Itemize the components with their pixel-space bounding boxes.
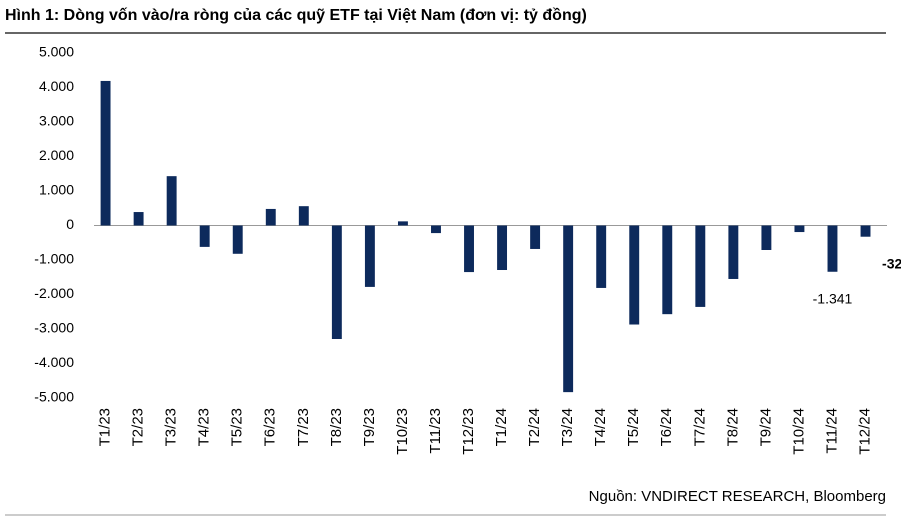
bar: [199, 225, 210, 247]
x-tick-label: T12/24: [856, 408, 873, 455]
data-label: -1.341: [813, 290, 853, 306]
x-tick-label: T2/23: [130, 408, 147, 446]
x-tick-label: T4/24: [592, 408, 609, 446]
y-tick-label: 4.000: [39, 78, 74, 94]
bar: [464, 225, 474, 273]
x-tick-label: T11/24: [823, 408, 840, 454]
y-tick-label: 0: [66, 216, 74, 232]
bar: [232, 225, 243, 254]
bar: [761, 225, 772, 250]
bar: [497, 225, 508, 271]
x-tick-label: T11/23: [427, 408, 444, 454]
x-tick-label: T7/23: [295, 408, 312, 446]
x-tick-label: T9/23: [361, 408, 378, 446]
bar: [133, 212, 144, 226]
bar: [530, 225, 541, 249]
x-tick-label: T6/24: [658, 408, 675, 446]
x-tick-label: T9/24: [757, 408, 774, 446]
data-label: -325: [882, 255, 901, 271]
y-tick-label: 5.000: [39, 44, 74, 60]
x-tick-label: T1/24: [493, 408, 510, 446]
x-tick-label: T10/23: [394, 408, 411, 455]
x-tick-label: T3/23: [163, 408, 180, 446]
x-tick-label: T10/24: [790, 408, 807, 455]
y-tick-label: -2.000: [34, 285, 74, 301]
x-tick-label: T5/24: [625, 408, 642, 446]
bar: [596, 225, 607, 288]
bar: [563, 225, 574, 393]
y-tick-label: -3.000: [34, 320, 74, 336]
bar: [794, 225, 805, 233]
bar: [860, 225, 871, 237]
source-note: Nguồn: VNDIRECT RESEARCH, Bloomberg: [589, 488, 886, 505]
bar: [629, 225, 640, 325]
bar: [431, 225, 441, 234]
bar: [298, 206, 309, 226]
y-tick-label: -1.000: [34, 251, 74, 267]
x-tick-label: T1/23: [97, 408, 114, 446]
chart-title: Hình 1: Dòng vốn vào/ra ròng của các quỹ…: [5, 7, 587, 24]
x-tick-label: T8/24: [724, 408, 741, 446]
bar: [695, 225, 706, 307]
x-tick-label: T5/23: [229, 408, 246, 446]
y-tick-label: -5.000: [34, 389, 74, 405]
x-tick-label: T12/23: [460, 408, 477, 455]
bar: [662, 225, 673, 315]
bar: [728, 225, 739, 279]
bar: [100, 80, 111, 226]
bar: [397, 221, 408, 226]
bar: [827, 225, 838, 272]
x-tick-label: T6/23: [262, 408, 279, 446]
x-tick-label: T3/24: [559, 408, 576, 446]
y-tick-label: 1.000: [39, 182, 74, 198]
bar: [331, 225, 342, 340]
x-tick-label: T8/23: [328, 408, 345, 446]
bar: [265, 208, 276, 226]
bar: [364, 225, 375, 287]
x-tick-label: T4/23: [196, 408, 213, 446]
bar: [166, 176, 177, 226]
x-tick-label: T2/24: [526, 408, 543, 446]
x-tick-label: T7/24: [691, 408, 708, 446]
y-tick-label: 3.000: [39, 113, 74, 129]
y-tick-label: -4.000: [34, 354, 74, 370]
y-tick-label: 2.000: [39, 147, 74, 163]
